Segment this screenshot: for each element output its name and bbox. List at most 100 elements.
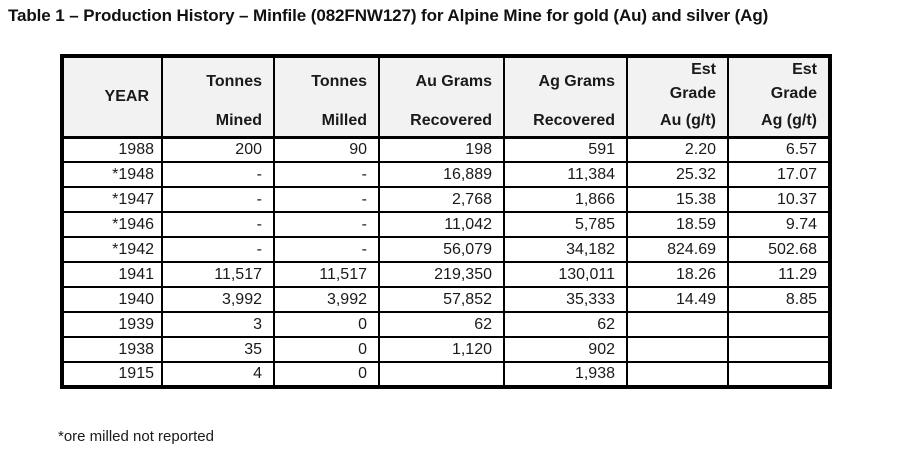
data-cell: 2,768 [378,186,505,213]
data-cell: 18.26 [626,261,729,288]
header-tonnes-milled-top: Tonnes [273,56,380,106]
data-cell: - [273,236,380,263]
data-cell: 4 [161,361,275,388]
data-cell: - [273,161,380,188]
data-cell: - [161,211,275,238]
data-cell: 0 [273,311,380,338]
header-est-grade-au-line1: Est [691,61,716,78]
header-est-grade-au-line2: Grade [669,85,716,102]
data-cell: - [273,186,380,213]
data-cell: 90 [273,136,380,163]
data-cell: 502.68 [727,236,831,263]
table-row: 1915 4 0 1,938 [61,361,831,388]
header-est-grade-ag-bottom: Ag (g/t) [727,106,831,137]
data-cell: 0 [273,336,380,363]
table-row: 1938 35 0 1,120 902 [61,336,831,363]
data-cell [626,361,729,388]
year-cell: 1988 [61,136,163,163]
table-row: *1946 - - 11,042 5,785 18.59 9.74 [61,211,831,238]
data-cell: 15.38 [626,186,729,213]
data-cell: - [273,211,380,238]
data-cell: 6.57 [727,136,831,163]
data-cell: 11,517 [273,261,380,288]
data-cell: 35 [161,336,275,363]
data-cell: 16,889 [378,161,505,188]
data-cell: - [161,161,275,188]
table-body: 1988 200 90 198 591 2.20 6.57 *1948 - - … [61,136,831,388]
data-cell [727,336,831,363]
data-cell: 1,938 [503,361,628,388]
year-cell: 1938 [61,336,163,363]
data-cell: 62 [378,311,505,338]
year-cell: *1948 [61,161,163,188]
data-cell: 34,182 [503,236,628,263]
data-cell: 11,517 [161,261,275,288]
data-cell [727,311,831,338]
data-cell: 1,866 [503,186,628,213]
header-tonnes-mined-bottom: Mined [161,106,275,137]
data-cell: 57,852 [378,286,505,313]
header-year: YEAR [61,56,163,137]
data-cell: 18.59 [626,211,729,238]
data-cell: 11,384 [503,161,628,188]
data-cell: 14.49 [626,286,729,313]
data-cell: 902 [503,336,628,363]
data-cell: 8.85 [727,286,831,313]
year-cell: 1939 [61,311,163,338]
header-au-grams-top: Au Grams [378,56,505,106]
header-au-grams-bottom: Recovered [378,106,505,137]
production-history-table-wrap: YEAR Tonnes Tonnes Au Grams Ag Grams Est… [60,54,832,389]
data-cell: 11,042 [378,211,505,238]
table-row: *1947 - - 2,768 1,866 15.38 10.37 [61,186,831,213]
data-cell [626,336,729,363]
header-ag-grams-bottom: Recovered [503,106,628,137]
header-est-grade-ag-line2: Grade [770,85,817,102]
year-cell: 1941 [61,261,163,288]
data-cell: 0 [273,361,380,388]
data-cell: 130,011 [503,261,628,288]
data-cell [378,361,505,388]
table-header: YEAR Tonnes Tonnes Au Grams Ag Grams Est… [61,56,831,137]
data-cell: 3,992 [161,286,275,313]
data-cell: 591 [503,136,628,163]
data-cell: 17.07 [727,161,831,188]
data-cell: 56,079 [378,236,505,263]
data-cell: 10.37 [727,186,831,213]
data-cell: 824.69 [626,236,729,263]
year-cell: *1947 [61,186,163,213]
header-est-grade-ag-line1: Est [792,61,817,78]
production-history-table: YEAR Tonnes Tonnes Au Grams Ag Grams Est… [60,54,832,389]
table-row: *1942 - - 56,079 34,182 824.69 502.68 [61,236,831,263]
data-cell: 200 [161,136,275,163]
header-est-grade-au-bottom: Au (g/t) [626,106,729,137]
table-row: *1948 - - 16,889 11,384 25.32 17.07 [61,161,831,188]
year-cell: *1942 [61,236,163,263]
table-title: Table 1 – Production History – Minfile (… [8,6,769,25]
data-cell: 5,785 [503,211,628,238]
data-cell: 3 [161,311,275,338]
header-tonnes-mined-top: Tonnes [161,56,275,106]
data-cell [626,311,729,338]
header-ag-grams-top: Ag Grams [503,56,628,106]
data-cell: 35,333 [503,286,628,313]
table-footnote: *ore milled not reported [58,428,214,445]
data-cell: 219,350 [378,261,505,288]
data-cell: 25.32 [626,161,729,188]
table-row: 1940 3,992 3,992 57,852 35,333 14.49 8.8… [61,286,831,313]
year-cell: 1940 [61,286,163,313]
data-cell: 11.29 [727,261,831,288]
table-row: 1939 3 0 62 62 [61,311,831,338]
data-cell: 62 [503,311,628,338]
data-cell: 3,992 [273,286,380,313]
data-cell: 1,120 [378,336,505,363]
year-cell: 1915 [61,361,163,388]
header-est-grade-ag-top: Est Grade [727,56,831,106]
header-est-grade-au-top: Est Grade [626,56,729,106]
header-tonnes-milled-bottom: Milled [273,106,380,137]
table-row: 1988 200 90 198 591 2.20 6.57 [61,136,831,163]
data-cell: 2.20 [626,136,729,163]
data-cell: - [161,186,275,213]
table-row: 1941 11,517 11,517 219,350 130,011 18.26… [61,261,831,288]
data-cell [727,361,831,388]
data-cell: - [161,236,275,263]
